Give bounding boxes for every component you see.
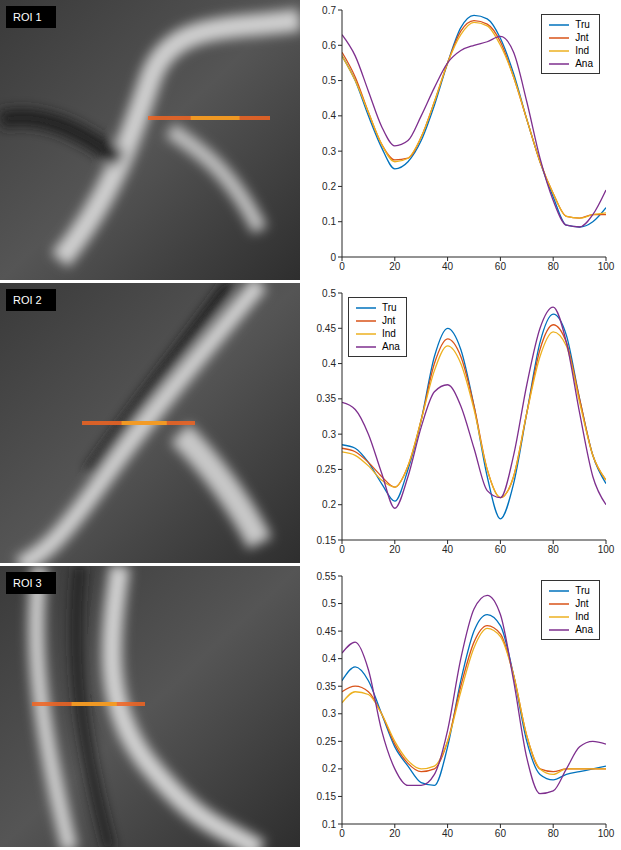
svg-text:0.15: 0.15 bbox=[317, 535, 337, 546]
html-text:Ind: Ind bbox=[575, 45, 590, 56]
svg-text:0.2: 0.2 bbox=[322, 499, 336, 510]
svg-text:0.35: 0.35 bbox=[317, 393, 337, 404]
svg-text:0.2: 0.2 bbox=[322, 763, 336, 774]
html-text:Ind: Ind bbox=[382, 328, 396, 339]
html-text:Ind: Ind bbox=[575, 611, 590, 622]
svg-text:0.6: 0.6 bbox=[322, 40, 336, 51]
svg-text:60: 60 bbox=[495, 544, 507, 555]
svg-text:0: 0 bbox=[339, 544, 345, 555]
svg-text:60: 60 bbox=[495, 261, 507, 272]
html-text:Tru: Tru bbox=[575, 19, 590, 30]
svg-text:40: 40 bbox=[442, 261, 454, 272]
svg-text:0.7: 0.7 bbox=[322, 5, 336, 16]
svg-text:80: 80 bbox=[548, 544, 560, 555]
html-text:Ana: Ana bbox=[575, 58, 593, 69]
html-text:Jnt: Jnt bbox=[575, 32, 589, 43]
svg-text:100: 100 bbox=[598, 261, 615, 272]
svg-text:0.25: 0.25 bbox=[317, 464, 337, 475]
svg-text:20: 20 bbox=[389, 544, 401, 555]
svg-text:100: 100 bbox=[598, 828, 615, 839]
svg-text:0.5: 0.5 bbox=[322, 75, 336, 86]
svg-text:60: 60 bbox=[495, 828, 507, 839]
svg-text:40: 40 bbox=[442, 828, 454, 839]
svg-text:0.3: 0.3 bbox=[322, 708, 336, 719]
html-text:Ana: Ana bbox=[382, 341, 400, 352]
svg-text:0.35: 0.35 bbox=[317, 681, 337, 692]
svg-text:0.1: 0.1 bbox=[322, 216, 336, 227]
svg-text:100: 100 bbox=[598, 544, 615, 555]
svg-text:0.3: 0.3 bbox=[322, 146, 336, 157]
svg-text:0.15: 0.15 bbox=[317, 791, 337, 802]
svg-text:20: 20 bbox=[389, 261, 401, 272]
svg-text:ROI 1: ROI 1 bbox=[13, 11, 42, 23]
html-text:Jnt: Jnt bbox=[575, 598, 589, 609]
svg-text:ROI 2: ROI 2 bbox=[13, 294, 42, 306]
svg-text:0.45: 0.45 bbox=[317, 626, 337, 637]
svg-text:0.45: 0.45 bbox=[317, 323, 337, 334]
svg-text:0.2: 0.2 bbox=[322, 181, 336, 192]
svg-text:ROI 3: ROI 3 bbox=[13, 577, 42, 589]
svg-text:80: 80 bbox=[548, 261, 560, 272]
svg-text:0: 0 bbox=[330, 252, 336, 263]
svg-text:0.5: 0.5 bbox=[322, 598, 336, 609]
svg-text:0.4: 0.4 bbox=[322, 653, 336, 664]
html-text:Tru: Tru bbox=[382, 302, 397, 313]
svg-text:0.4: 0.4 bbox=[322, 110, 336, 121]
svg-text:80: 80 bbox=[548, 828, 560, 839]
html-text:Ana: Ana bbox=[575, 624, 593, 635]
svg-text:0.3: 0.3 bbox=[322, 429, 336, 440]
svg-text:0.4: 0.4 bbox=[322, 358, 336, 369]
html-text:Jnt: Jnt bbox=[382, 315, 396, 326]
html-text:Tru: Tru bbox=[575, 585, 590, 596]
svg-text:0.5: 0.5 bbox=[322, 288, 336, 299]
svg-text:20: 20 bbox=[389, 828, 401, 839]
svg-text:0.55: 0.55 bbox=[317, 571, 337, 582]
svg-text:40: 40 bbox=[442, 544, 454, 555]
svg-text:0: 0 bbox=[339, 828, 345, 839]
svg-text:0.1: 0.1 bbox=[322, 819, 336, 830]
svg-text:0.25: 0.25 bbox=[317, 736, 337, 747]
svg-text:0: 0 bbox=[339, 261, 345, 272]
